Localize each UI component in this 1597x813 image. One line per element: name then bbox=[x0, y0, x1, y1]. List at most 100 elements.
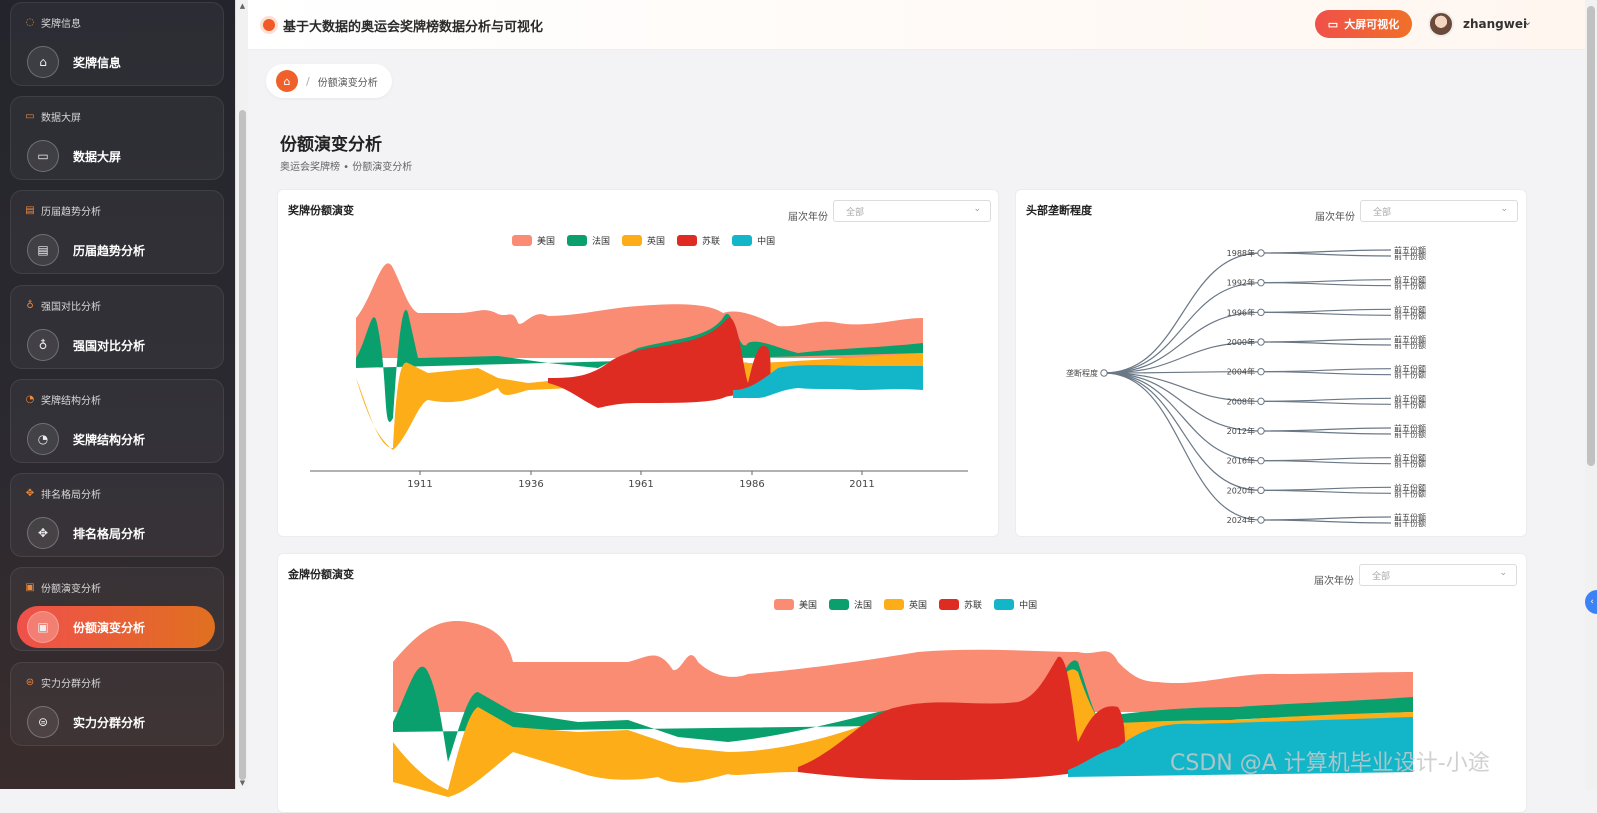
tree-branch-node[interactable] bbox=[1257, 486, 1265, 495]
tree-branch-label: 1996年 bbox=[1227, 307, 1255, 317]
legend-label: 英国 bbox=[909, 601, 928, 611]
legend-item[interactable]: 法国 bbox=[567, 234, 610, 247]
tree-leaf-link bbox=[1260, 282, 1392, 287]
sidebar-item-5[interactable]: ✥ 排名格局分析 bbox=[17, 512, 215, 554]
scroll-up-icon[interactable]: ▲ bbox=[239, 2, 246, 10]
legend-item[interactable]: 美国 bbox=[512, 234, 555, 247]
year-select-value: 全部 bbox=[1373, 208, 1392, 218]
tree-link bbox=[1103, 252, 1262, 374]
pie-icon: ◔ bbox=[27, 423, 59, 455]
legend-item[interactable]: 英国 bbox=[622, 234, 665, 247]
x-tick-label: 1961 bbox=[628, 479, 653, 490]
legend-label: 英国 bbox=[647, 237, 666, 247]
tree-leaf-label: 前五份额 bbox=[1394, 512, 1426, 522]
legend-label: 美国 bbox=[799, 601, 818, 611]
breadcrumb: ⌂ / 份额演变分析 bbox=[266, 64, 392, 98]
legend-swatch bbox=[677, 235, 698, 246]
tree-leaf-label: 前五份额 bbox=[1394, 423, 1426, 433]
tree-leaf-link bbox=[1260, 341, 1392, 346]
tree-leaf-link bbox=[1260, 311, 1392, 316]
card-title: 奖牌份额演变 bbox=[288, 204, 354, 217]
tree-leaf-label: 前五份额 bbox=[1394, 334, 1426, 344]
sidebar-item-7[interactable]: ⊜ 实力分群分析 bbox=[17, 701, 215, 743]
legend-item[interactable]: 法国 bbox=[829, 598, 872, 611]
tree-branch-node[interactable] bbox=[1257, 249, 1265, 257]
tree-branch-node[interactable] bbox=[1257, 338, 1265, 346]
share-icon: ▣ bbox=[27, 611, 59, 643]
sidebar-scroll-thumb[interactable] bbox=[239, 110, 246, 780]
tree-leaf-link bbox=[1260, 368, 1392, 373]
legend-label: 苏联 bbox=[964, 601, 983, 611]
tree-branch-node[interactable] bbox=[1257, 516, 1265, 524]
collapse-toggle-chevron-left-icon[interactable]: ‹ bbox=[1585, 590, 1597, 614]
chevron-down-icon: ⌄ bbox=[973, 204, 981, 214]
legend-item[interactable]: 苏联 bbox=[939, 598, 982, 611]
trend-icon: ▤ bbox=[25, 205, 35, 216]
sidebar-item-3[interactable]: ♁ 强国对比分析 bbox=[17, 324, 215, 366]
sidebar: ◌ 奖牌信息 ⌂ 奖牌信息 ▭ 数据大屏 ▭ 数据大屏 ▤ 历届趋势分析 ▤ 历届趋势分析 ♁ 强国对比分… bbox=[0, 0, 235, 789]
avatar[interactable] bbox=[1428, 11, 1454, 37]
sidebar-item-0[interactable]: ⌂ 奖牌信息 bbox=[17, 41, 215, 83]
page-scroll-thumb[interactable] bbox=[1587, 6, 1595, 466]
tree-branch-node[interactable] bbox=[1257, 397, 1265, 406]
scroll-down-icon[interactable]: ▼ bbox=[239, 779, 246, 787]
legend-item[interactable]: 中国 bbox=[732, 234, 775, 247]
tree-branch-label: 1988年 bbox=[1227, 248, 1255, 258]
sidebar-item-4[interactable]: ◔ 奖牌结构分析 bbox=[17, 418, 215, 460]
year-select[interactable]: 全部 ⌄ bbox=[1360, 200, 1518, 222]
tree-branch-node[interactable] bbox=[1257, 427, 1265, 435]
year-select-value: 全部 bbox=[846, 208, 865, 218]
page-scrollbar[interactable] bbox=[1585, 0, 1597, 789]
legend-swatch bbox=[512, 235, 532, 246]
sidebar-group-6: ▣ 份额演变分析 ▣ 份额演变分析 bbox=[10, 567, 224, 651]
tree-leaf-label: 前五份额 bbox=[1394, 453, 1426, 463]
year-select[interactable]: 全部 ⌄ bbox=[1359, 564, 1517, 586]
sidebar-group-header: ♁ 强国对比分析 bbox=[25, 298, 101, 313]
medal-share-streamgraph: 1911 1936 1961 1986 2011 bbox=[310, 263, 968, 490]
tree-leaf-link bbox=[1260, 252, 1392, 257]
tree-branch-label: 2020年 bbox=[1227, 485, 1255, 495]
tree-branch-node[interactable] bbox=[1257, 456, 1265, 465]
app-title: 基于大数据的奥运会奖牌榜数据分析与可视化 bbox=[283, 20, 544, 35]
sidebar-item-label: 数据大屏 bbox=[73, 149, 122, 164]
tree-link bbox=[1103, 282, 1262, 374]
sidebar-item-6[interactable]: ▣ 份额演变分析 bbox=[17, 606, 215, 648]
tree-leaf-label: 前十份额 bbox=[1394, 281, 1426, 291]
home-icon[interactable]: ⌂ bbox=[276, 70, 298, 92]
legend-item[interactable]: 中国 bbox=[994, 598, 1037, 611]
medal-share-card: 奖牌份额演变 届次年份 全部 ⌄ 美国 法国 英国 苏联 中国 1911 1936 1961… bbox=[277, 189, 999, 537]
tree-branch-node[interactable] bbox=[1257, 367, 1265, 376]
medal-icon: ◌ bbox=[25, 17, 35, 28]
tree-link bbox=[1103, 371, 1262, 374]
legend-swatch bbox=[994, 599, 1015, 610]
year-select[interactable]: 全部 ⌄ bbox=[833, 200, 991, 222]
bigscreen-button[interactable]: ▭ 大屏可视化 bbox=[1315, 10, 1412, 38]
sidebar-group-header: ▭ 数据大屏 bbox=[25, 109, 81, 124]
sidebar-item-1[interactable]: ▭ 数据大屏 bbox=[17, 135, 215, 177]
username[interactable]: zhangwei bbox=[1463, 17, 1528, 31]
breadcrumb-current: 份额演变分析 bbox=[317, 77, 378, 89]
sidebar-item-label: 份额演变分析 bbox=[73, 620, 146, 635]
legend-item[interactable]: 英国 bbox=[884, 598, 927, 611]
sidebar-scrollbar[interactable]: ▲ ▼ bbox=[235, 0, 248, 789]
move-icon: ✥ bbox=[25, 488, 35, 499]
sidebar-item-label: 排名格局分析 bbox=[73, 526, 146, 541]
sidebar-group-header-label: 奖牌结构分析 bbox=[41, 396, 101, 407]
tree-root-node[interactable] bbox=[1100, 369, 1108, 377]
tree-leaf-link bbox=[1260, 486, 1392, 491]
tree-branch-node[interactable] bbox=[1257, 308, 1265, 317]
sidebar-item-label: 实力分群分析 bbox=[73, 715, 146, 730]
tree-branch-node[interactable] bbox=[1257, 278, 1265, 287]
pie-icon: ◔ bbox=[25, 394, 35, 405]
x-tick-label: 1911 bbox=[407, 479, 432, 490]
tree-leaf-label: 前十份额 bbox=[1394, 370, 1426, 380]
legend-swatch bbox=[622, 235, 643, 246]
sidebar-group-header-label: 实力分群分析 bbox=[41, 679, 101, 690]
tree-link bbox=[1103, 341, 1262, 374]
chevron-down-icon[interactable]: ⌄ bbox=[1523, 15, 1533, 28]
sidebar-group-5: ✥ 排名格局分析 ✥ 排名格局分析 bbox=[10, 473, 224, 557]
legend-item[interactable]: 苏联 bbox=[677, 234, 720, 247]
legend-item[interactable]: 美国 bbox=[774, 598, 817, 611]
tree-leaf-label: 前十份额 bbox=[1394, 251, 1426, 261]
sidebar-item-2[interactable]: ▤ 历届趋势分析 bbox=[17, 229, 215, 271]
